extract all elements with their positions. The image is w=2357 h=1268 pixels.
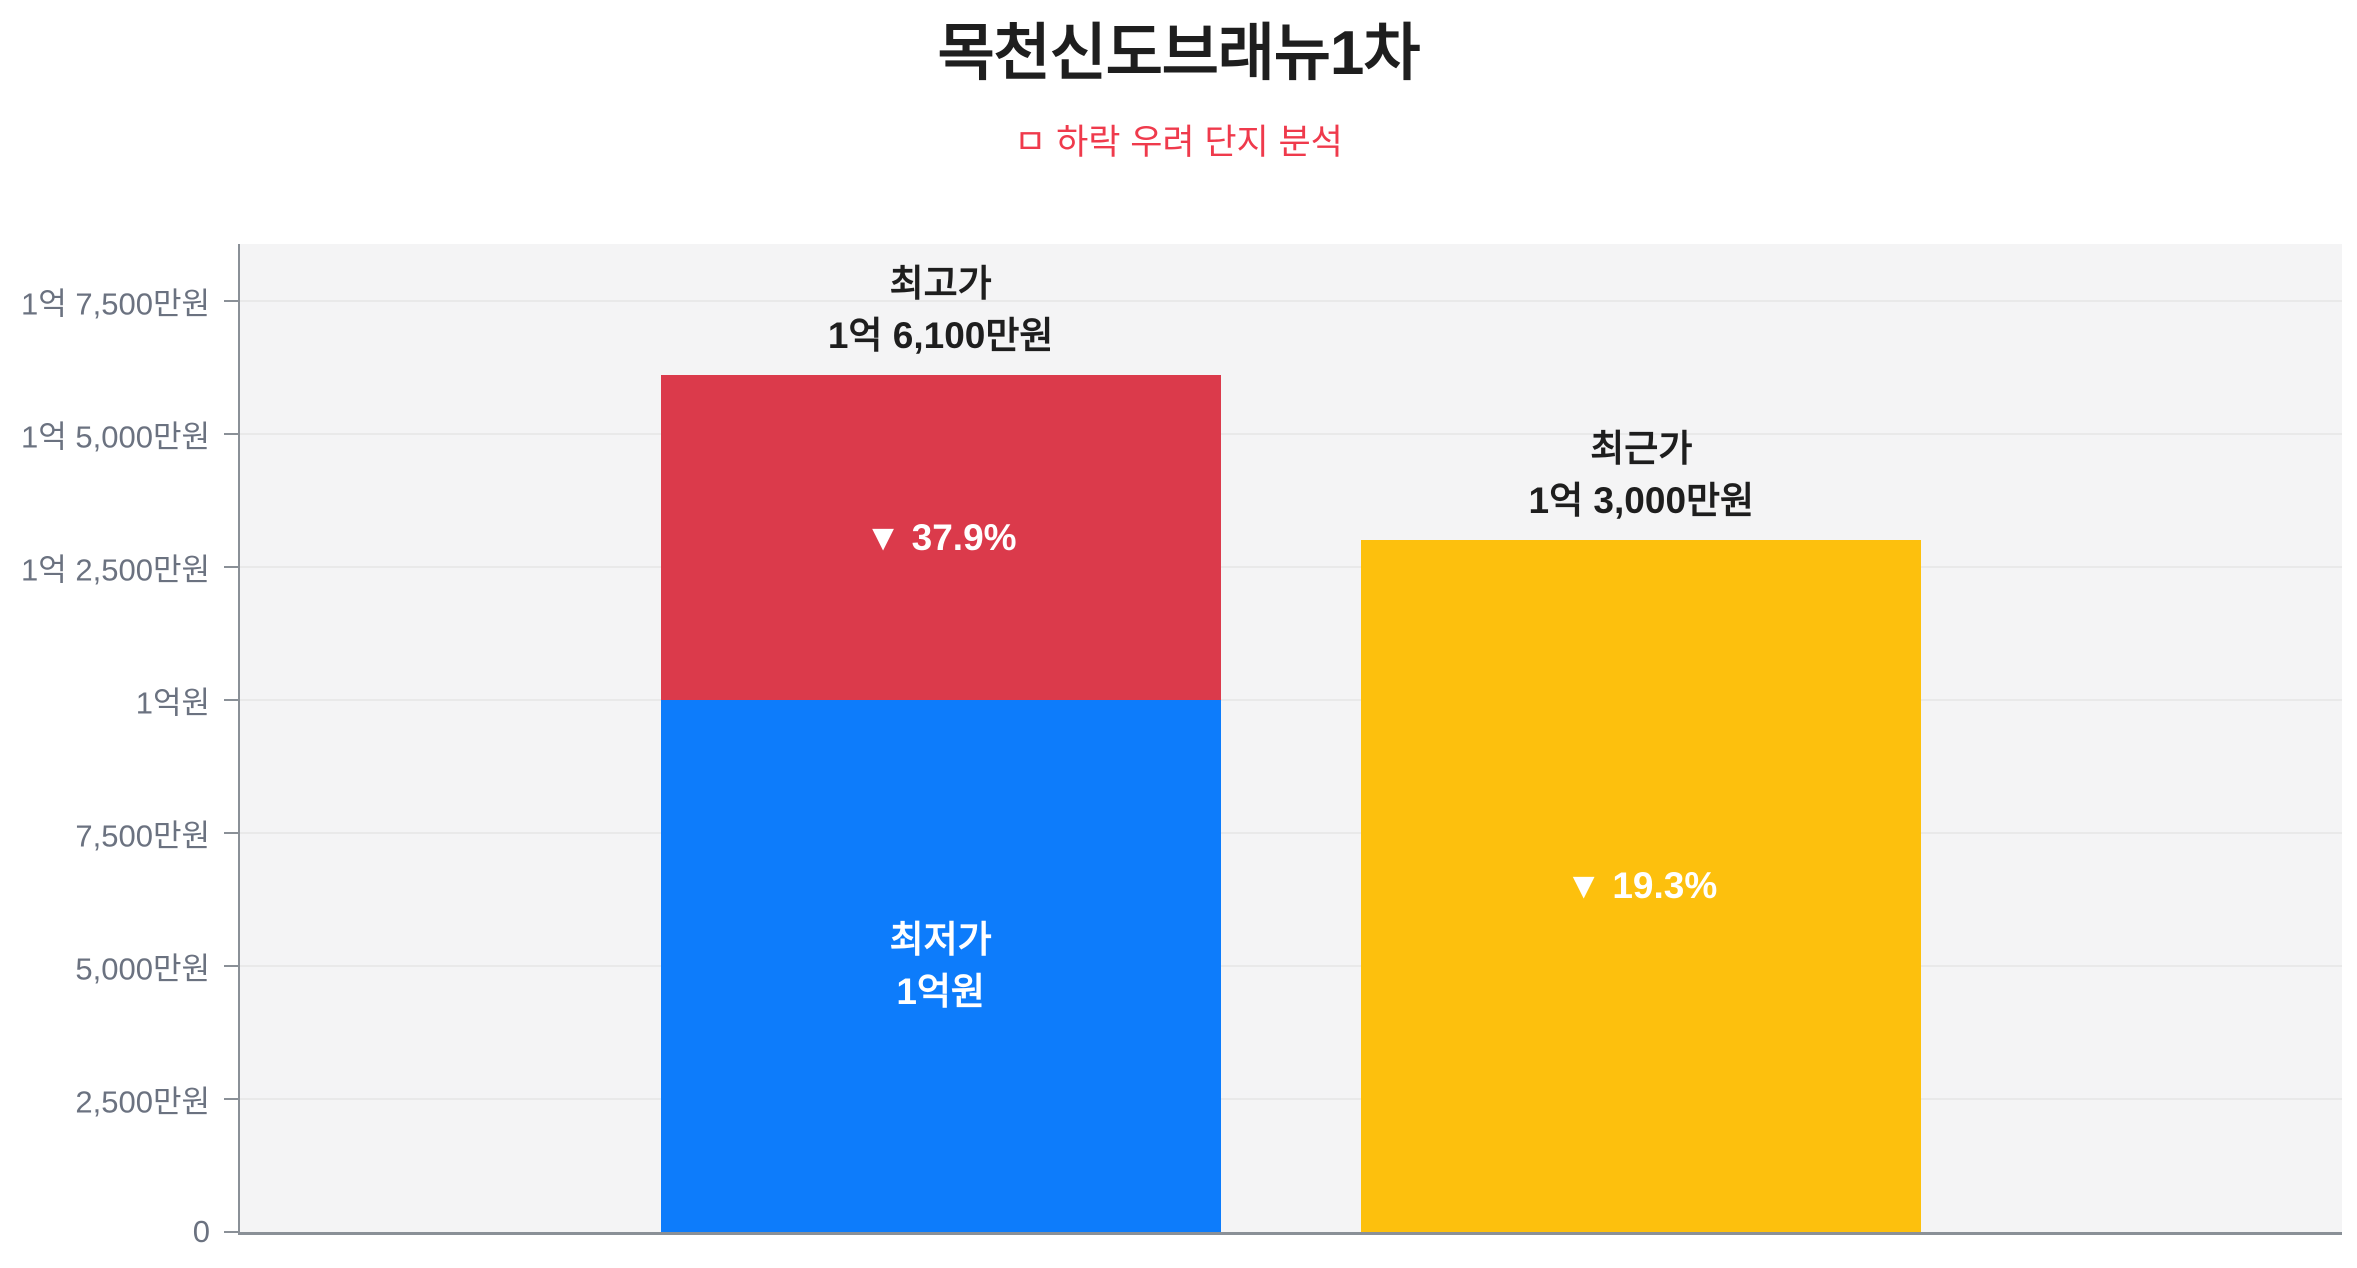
y-tick-label: 2,500만원 [75, 1084, 210, 1120]
y-tick-mark [224, 565, 238, 568]
gridline [240, 432, 2342, 435]
bar-segment-drop-segment [660, 375, 1221, 700]
y-tick-label: 1억 5,000만원 [21, 419, 210, 455]
y-axis: 0 2,500만원 5,000만원 7,500만원 1억원 1억 2,500만원 1억 5,… [0, 244, 240, 1249]
y-tick-mark [224, 831, 238, 834]
gridline [240, 1097, 2342, 1100]
y-tick-label: 7,500만원 [75, 818, 210, 854]
x-axis-line [238, 1232, 2342, 1235]
page-title: 목천신도브래뉴1차 [937, 19, 1421, 88]
bar-segment-lowest-price-segment [660, 699, 1221, 1232]
y-tick-mark [224, 299, 238, 302]
y-tick-label: 1억 2,500만원 [21, 552, 210, 588]
bar-top-label: 최고가 1억 6,100만원 [827, 262, 1054, 356]
page-subtitle: ㅁ 하락 우려 단지 분석 [1014, 123, 1343, 162]
plot-background [240, 244, 2342, 1232]
y-tick-mark [224, 1231, 238, 1233]
y-tick-mark [224, 698, 238, 701]
gridline [240, 698, 2342, 701]
y-tick-label: 1억 7,500만원 [21, 286, 210, 322]
y-axis-line [238, 244, 240, 1232]
y-tick-label: 0 [192, 1214, 210, 1249]
bar-value-label: 최저가 1억원 [889, 919, 992, 1012]
bar-top-label: 최근가 1억 3,000만원 [1528, 427, 1755, 521]
bar-value-label: ▼ 19.3% [1565, 865, 1718, 907]
gridline [240, 299, 2342, 302]
gridline [240, 565, 2342, 568]
y-tick-mark [224, 432, 238, 435]
y-tick-mark [224, 1097, 238, 1100]
bar-value-label: ▼ 37.9% [864, 516, 1017, 558]
plot-area: 최저가 1억원 ▼ 37.9% 최고가 1억 6,100만원 ▼ 19.3% 최근가 1… [238, 244, 2342, 1235]
bar-chart: 0 2,500만원 5,000만원 7,500만원 1억원 1억 2,500만원 1억 5,… [0, 244, 2342, 1249]
y-tick-mark [224, 964, 238, 967]
gridline [240, 831, 2342, 834]
y-tick-label: 5,000만원 [75, 951, 210, 987]
bar-segment-recent-price-segment [1361, 540, 1922, 1232]
gridline [240, 964, 2342, 967]
y-tick-label: 1억원 [135, 685, 210, 721]
